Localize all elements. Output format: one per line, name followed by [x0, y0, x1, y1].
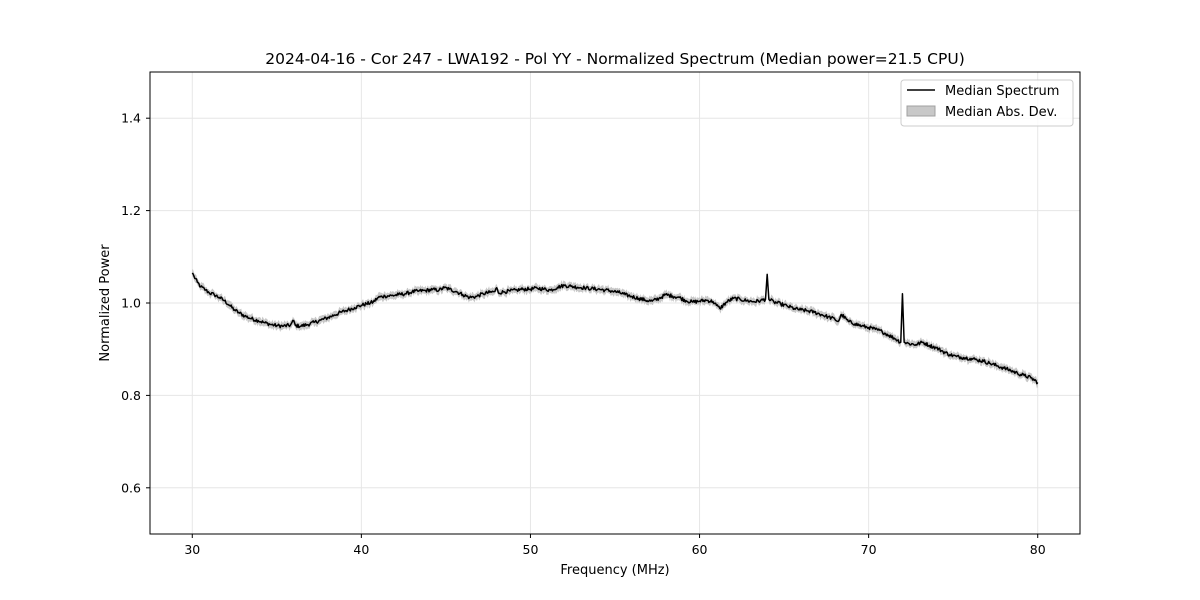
y-tick-label: 1.0 [121, 296, 141, 311]
chart-title: 2024-04-16 - Cor 247 - LWA192 - Pol YY -… [265, 50, 965, 68]
legend-box [900, 79, 1074, 127]
y-axis-ticks: 0.6 0.8 1.0 1.2 1.4 [121, 111, 150, 495]
legend-band-swatch [906, 105, 936, 117]
y-tick-label: 0.6 [121, 480, 141, 495]
legend: Median Spectrum Median Abs. Dev. [900, 79, 1074, 127]
mad-band-layer [192, 269, 1038, 389]
x-axis-label: Frequency (MHz) [560, 563, 669, 578]
y-tick-label: 0.8 [121, 388, 141, 403]
x-tick-label: 50 [523, 542, 539, 557]
legend-label-median-spectrum: Median Spectrum [945, 84, 1059, 99]
y-tick-label: 1.2 [121, 203, 141, 218]
y-axis-label: Normalized Power [98, 244, 113, 362]
median-abs-dev-band [192, 269, 1038, 389]
x-tick-label: 60 [692, 542, 708, 557]
x-tick-label: 30 [184, 542, 200, 557]
median-spectrum-layer [191, 272, 1039, 385]
legend-label-median-abs-dev: Median Abs. Dev. [945, 105, 1057, 120]
x-axis-ticks: 30 40 50 60 70 80 [184, 534, 1046, 557]
x-tick-label: 40 [353, 542, 369, 557]
y-tick-label: 1.4 [121, 111, 141, 126]
x-tick-label: 70 [861, 542, 877, 557]
median-spectrum-line [191, 272, 1039, 385]
x-tick-label: 80 [1030, 542, 1046, 557]
